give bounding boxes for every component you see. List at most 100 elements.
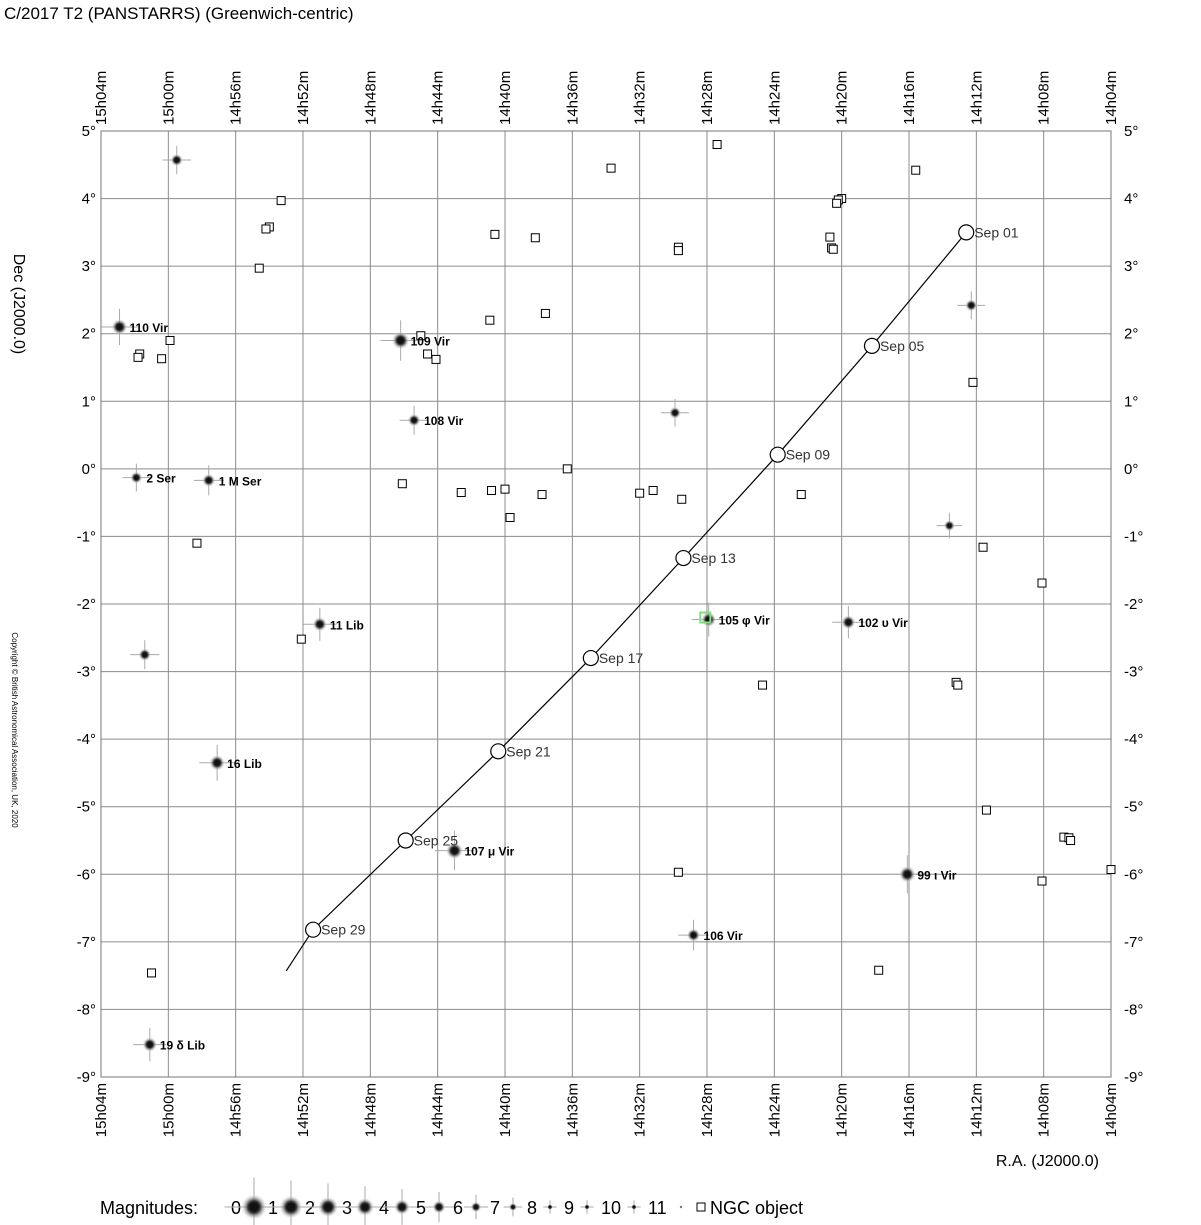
ngc-object-marker [500,484,510,494]
star-core [147,1041,153,1048]
star-core [286,1202,296,1212]
star-label: 110 Vir [130,321,169,335]
x-tick-label-bottom: 14h32m [632,1083,649,1137]
comet-date-label: Sep 21 [506,743,551,759]
x-tick-label-top: 14h32m [632,71,649,125]
star-label: 1 M Ser [219,474,262,488]
ngc-object-marker [423,349,433,359]
ngc-object-marker [157,354,167,364]
legend-ngc-label: NGC object [710,1198,803,1218]
y-tick-label-right: -9° [1124,1069,1143,1086]
star-core [317,621,323,627]
ngc-object-marker [192,538,202,548]
star-core [249,1202,259,1212]
ngc-object-marker [953,680,963,690]
ngc-object-marker [606,163,616,173]
comet-position-marker [958,224,975,241]
x-tick-label-bottom: 14h28m [699,1083,716,1137]
x-tick-labels-top: 15h04m 15h00m 14h56m 14h52m 14h48m 14h44m 14h4… [93,71,1120,125]
y-tick-label-left: -5° [77,799,96,816]
ngc-object-marker [562,464,572,474]
y-tick-label-left: -9° [77,1069,96,1086]
x-tick-label-top: 14h04m [1103,71,1120,125]
y-tick-label-right: 5° [1124,123,1138,140]
x-tick-label-top: 14h20m [834,71,851,125]
x-tick-label-bottom: 14h52m [295,1083,312,1137]
y-axis-label: Dec (J2000.0) [10,254,27,355]
y-tick-label-right: 0° [1124,461,1138,478]
ngc-object-marker [456,488,466,498]
star-core [691,932,696,938]
comet-date-label: Sep 25 [414,833,459,849]
ngc-object-marker [635,488,645,498]
ngc-object-marker [758,680,768,690]
x-tick-label-top: 14h16m [901,71,918,125]
comet-position-marker [397,832,414,849]
ngc-object-marker [978,542,988,552]
y-tick-label-left: 3° [82,258,96,275]
star-label: 108 Vir [424,414,463,428]
comet-position-marker [675,549,692,567]
y-tick-label-right: 4° [1124,191,1138,208]
ngc-object-marker [530,233,540,243]
x-tick-label-bottom: 15h04m [93,1083,110,1137]
x-tick-label-bottom: 14h48m [362,1083,379,1137]
ngc-object-marker [165,335,175,345]
star-core [672,410,678,415]
star-core [436,1204,442,1210]
ngc-object-marker [296,634,306,644]
star-label: 11 Lib [330,618,364,632]
y-tick-label-left: 1° [82,393,96,410]
star-core [397,337,404,344]
legend-magnitude-label: 11 [648,1198,667,1218]
x-tick-label-top: 14h52m [295,71,312,125]
y-tick-labels-left: 5° 4° 3° 2° 1° 0° -1° -2° -3° -4° -5° -6° -7° -8° -9° [77,123,96,1086]
comet-position-marker [305,921,322,938]
ngc-object-marker [147,968,156,978]
legend-items: 0 1 2 3 4 5 6 7 8 9 10 11 NGC object [224,1177,803,1225]
ngc-object-marker [1066,836,1076,845]
star-label: 107 μ Vir [465,845,515,859]
legend-magnitude-label: 0 [231,1198,241,1218]
star-core [174,157,180,163]
chart-title: C/2017 T2 (PANSTARRS) (Greenwich-centric… [4,4,354,23]
star-core [361,1203,369,1211]
x-tick-label-bottom: 14h20m [834,1083,851,1137]
star-core [214,759,221,766]
y-tick-label-left: -7° [77,934,96,951]
ngc-object-marker [276,196,286,206]
legend-faint-star [679,1205,683,1209]
ngc-object-marker [874,965,884,975]
star-label: 99 ι Vir [917,868,956,882]
x-tick-label-top: 14h56m [228,71,245,125]
ngc-object-marker [261,224,271,234]
star-core [969,303,974,308]
x-tick-label-top: 14h08m [1036,71,1053,125]
y-tick-label-left: -2° [77,596,96,613]
x-tick-label-top: 14h12m [968,71,985,125]
star-core [474,1205,478,1209]
ngc-object-marker [981,805,991,815]
x-axis-label: R.A. (J2000.0) [996,1153,1099,1170]
y-tick-label-right: -8° [1124,1001,1143,1018]
y-tick-label-left: 4° [82,191,96,208]
star-core [324,1203,332,1211]
comet-position-marker [863,337,881,354]
y-tick-label-left: -1° [77,528,96,545]
star-label: 102 υ Vir [858,616,908,630]
y-tick-label-right: -2° [1124,596,1143,613]
star-core [411,417,417,423]
ngc-object-marker [537,490,547,500]
ngc-objects [133,140,1116,978]
star-label: 16 Lib [227,757,262,771]
star-core [399,1204,405,1210]
ngc-object-marker [911,165,921,175]
x-tick-label-top: 14h44m [430,71,447,125]
ngc-object-marker [133,352,143,362]
y-tick-label-right: -4° [1124,731,1143,748]
ngc-object-marker [416,331,426,341]
legend-ngc-marker [696,1202,706,1212]
star-label: 19 δ Lib [160,1039,205,1053]
star-core [142,652,148,657]
